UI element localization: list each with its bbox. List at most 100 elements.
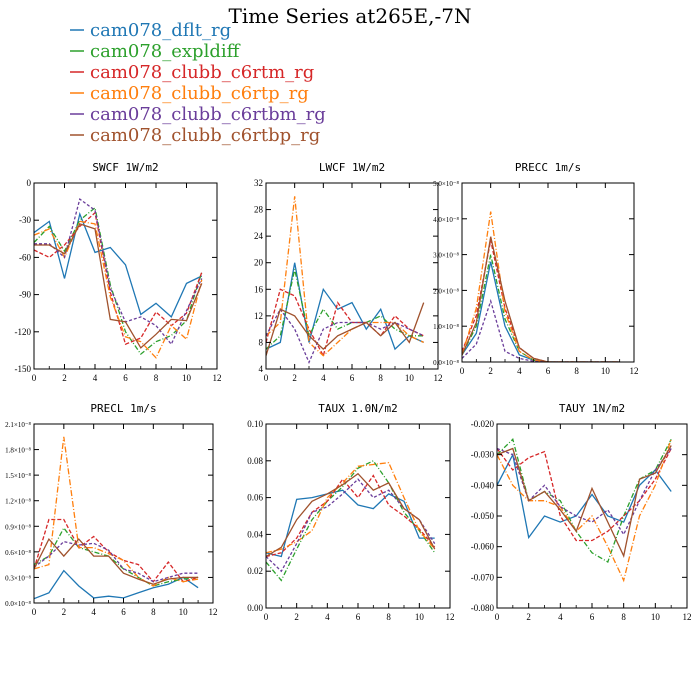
series-line (34, 540, 199, 583)
legend-label: cam078_clubb_c6rtbp_rg (90, 125, 320, 146)
legend-label: cam078_expldiff (90, 41, 241, 62)
x-tick-label: 4 (325, 612, 330, 622)
y-tick-label: 0.6×10⁻⁸ (5, 549, 31, 557)
series-line (497, 447, 672, 536)
x-tick-label: 12 (630, 366, 639, 376)
y-tick-label: 3.0×10⁻⁸ (433, 252, 459, 260)
y-tick-label: -90 (19, 290, 31, 300)
x-tick-label: 12 (209, 607, 218, 617)
series-line (34, 211, 203, 346)
series-line (34, 436, 199, 587)
y-tick-label: 16 (254, 284, 264, 294)
series-line (266, 461, 436, 554)
legend-item: cam078_clubb_c6rtm_rg (70, 62, 314, 83)
series-line (34, 526, 199, 587)
series-line (266, 288, 424, 358)
x-tick-label: 12 (446, 612, 455, 622)
y-tick-label: -0.060 (471, 542, 495, 552)
x-tick-label: 2 (292, 373, 297, 383)
series-line (266, 302, 425, 356)
chart-panel: TAUX 1.0N/m2 0 2 4 6 8 10 12 0.00 0.02 0.04 0.06 0.0… (247, 402, 454, 622)
x-tick-label: 0 (264, 612, 269, 622)
panels: SWCF 1W/m20 2 4 6 8 10 12-150-120-90-60-300LWC… (5, 161, 691, 622)
x-tick-label: 8 (574, 366, 579, 376)
chart-panel: PRECL 1m/s 0 2 4 6 8 10 12 0.0×10⁻⁸ 0.3×10⁻⁸ 0.6×1… (5, 402, 217, 617)
x-tick-label: 4 (517, 366, 522, 376)
x-tick-label: 4 (93, 373, 98, 383)
panel-title: PRECC 1m/s (515, 161, 581, 174)
x-tick-label: 12 (683, 612, 692, 622)
x-tick-label: 6 (123, 373, 128, 383)
x-tick-label: 4 (321, 373, 326, 383)
y-tick-label: 0.3×10⁻⁸ (5, 574, 31, 582)
series-line (497, 439, 672, 583)
x-tick-label: 2 (62, 373, 67, 383)
x-tick-label: 12 (434, 373, 443, 383)
y-tick-label: 28 (254, 205, 264, 215)
x-tick-label: 8 (386, 612, 391, 622)
x-tick-label: 4 (91, 607, 96, 617)
y-tick-label: -0.020 (471, 419, 495, 429)
y-tick-label: 0.06 (247, 493, 263, 503)
y-tick-label: -0.030 (471, 450, 495, 460)
series-line (497, 452, 672, 540)
y-tick-label: 0.04 (247, 529, 263, 539)
series-line (34, 537, 199, 585)
x-tick-label: 6 (350, 373, 355, 383)
y-tick-label: 1.2×10⁻⁸ (5, 498, 31, 506)
y-tick-label: -0.050 (471, 511, 495, 521)
series-line (462, 240, 620, 362)
series-line (462, 298, 620, 362)
series-line (266, 459, 436, 582)
panel-title: SWCF 1W/m2 (92, 161, 158, 174)
series-line (34, 206, 203, 356)
x-tick-label: 10 (651, 612, 661, 622)
legend-label: cam078_clubb_c6rtm_rg (90, 62, 314, 83)
series-line (266, 472, 436, 558)
legend-item: cam078_dflt_rg (70, 20, 231, 41)
legend-item: cam078_expldiff (70, 41, 241, 62)
legend: cam078_dflt_rgcam078_expldiffcam078_club… (70, 20, 326, 146)
chart-panel: PRECC 1m/s 0 2 4 6 8 10 12 0.0×10⁻⁸ 1.0×10⁻⁸ 2.0×1… (433, 161, 638, 376)
series-line (266, 478, 436, 573)
series-line (34, 518, 199, 583)
x-tick-label: 10 (182, 373, 192, 383)
x-tick-label: 10 (179, 607, 189, 617)
y-tick-label: 0.9×10⁻⁸ (5, 523, 31, 531)
chart-panel: TAUY 1N/m2 0 2 4 6 8 10 12 -0.080 -0.070 -0.060 -0.… (471, 402, 692, 622)
legend-label: cam078_dflt_rg (90, 20, 231, 41)
y-tick-label: 1.8×10⁻⁸ (5, 447, 31, 455)
legend-label: cam078_clubb_c6rtbm_rg (90, 104, 326, 125)
series-line (34, 211, 203, 318)
x-tick-label: 6 (546, 366, 551, 376)
x-tick-label: 2 (62, 607, 67, 617)
x-tick-label: 10 (415, 612, 425, 622)
y-tick-label: 4.0×10⁻⁸ (433, 216, 459, 224)
x-tick-label: 0 (32, 607, 37, 617)
y-tick-label: 20 (254, 258, 264, 268)
series-line (266, 262, 424, 351)
y-tick-label: 24 (254, 231, 264, 241)
x-tick-label: 8 (378, 373, 383, 383)
x-tick-label: 8 (154, 373, 159, 383)
y-tick-label: -60 (19, 252, 31, 262)
y-tick-label: -0.040 (471, 480, 495, 490)
plot-frame (461, 182, 635, 363)
panel-title: LWCF 1W/m2 (319, 161, 385, 174)
y-tick-label: 0.10 (247, 419, 263, 429)
x-tick-label: 8 (151, 607, 156, 617)
x-tick-label: 2 (526, 612, 531, 622)
x-tick-label: 10 (405, 373, 415, 383)
x-tick-label: 10 (601, 366, 611, 376)
figure-title: Time Series at265E,-7N (229, 4, 472, 28)
y-tick-label: 0.0×10⁻⁸ (5, 600, 31, 608)
series-line (497, 445, 672, 558)
x-tick-label: 6 (590, 612, 595, 622)
x-tick-label: 0 (460, 366, 465, 376)
y-tick-label: 4 (259, 364, 264, 374)
series-line (462, 236, 620, 362)
series-line (34, 569, 199, 600)
y-tick-label: 0 (27, 178, 32, 188)
